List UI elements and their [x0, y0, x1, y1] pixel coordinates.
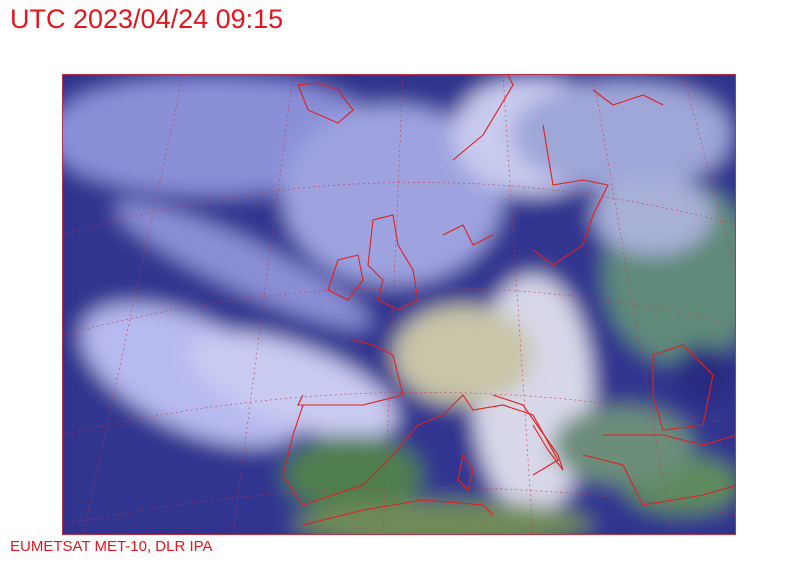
satellite-map-svg [63, 75, 735, 534]
coastlines [282, 75, 735, 526]
timestamp-title: UTC 2023/04/24 09:15 [10, 4, 284, 34]
image-credit: EUMETSAT MET-10, DLR IPA [10, 538, 213, 555]
cloud-layer [63, 75, 735, 534]
satellite-image [62, 74, 736, 535]
